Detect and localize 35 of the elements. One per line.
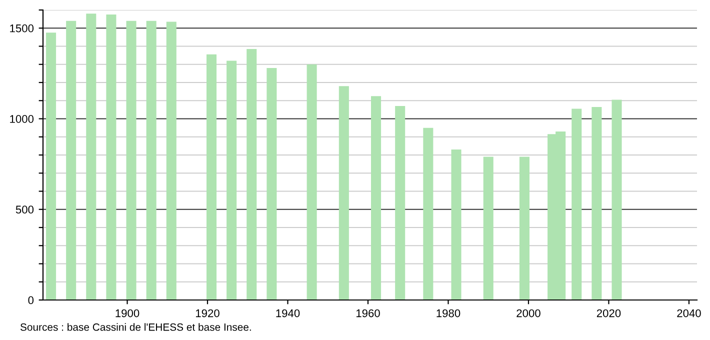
x-tick-label: 2020 [596,309,621,318]
bar [86,14,96,300]
bar [306,64,317,300]
bar [266,68,277,300]
x-tick-label: 2040 [677,309,701,318]
y-tick-label: 1000 [10,115,34,123]
bar [126,20,136,300]
source-note: Sources : base Cassini de l'EHESS et base Insee. [20,323,251,331]
bar [46,32,56,300]
x-tick-label: 1980 [436,309,460,318]
bar [519,156,530,300]
bar [423,128,434,300]
x-tick-label: 1920 [196,309,220,318]
y-tick-label: 0 [28,296,34,304]
bar [206,54,217,300]
y-tick-label: 500 [16,206,34,214]
bar [338,86,349,300]
bar [483,156,494,300]
bar [66,20,76,300]
x-tick-label: 2000 [516,309,540,318]
bar [106,14,116,300]
bar [451,150,462,300]
y-tick-label: 1500 [10,24,34,32]
bar [226,60,237,300]
bar [166,22,176,300]
bar [572,108,582,300]
x-tick-label: 1960 [356,309,380,318]
bar [371,96,382,300]
bar [592,106,602,300]
x-tick-label: 1900 [116,309,140,318]
bar [395,106,406,300]
bar [246,48,257,300]
bar [146,20,156,300]
x-tick-label: 1940 [276,309,300,318]
bar [612,100,622,300]
